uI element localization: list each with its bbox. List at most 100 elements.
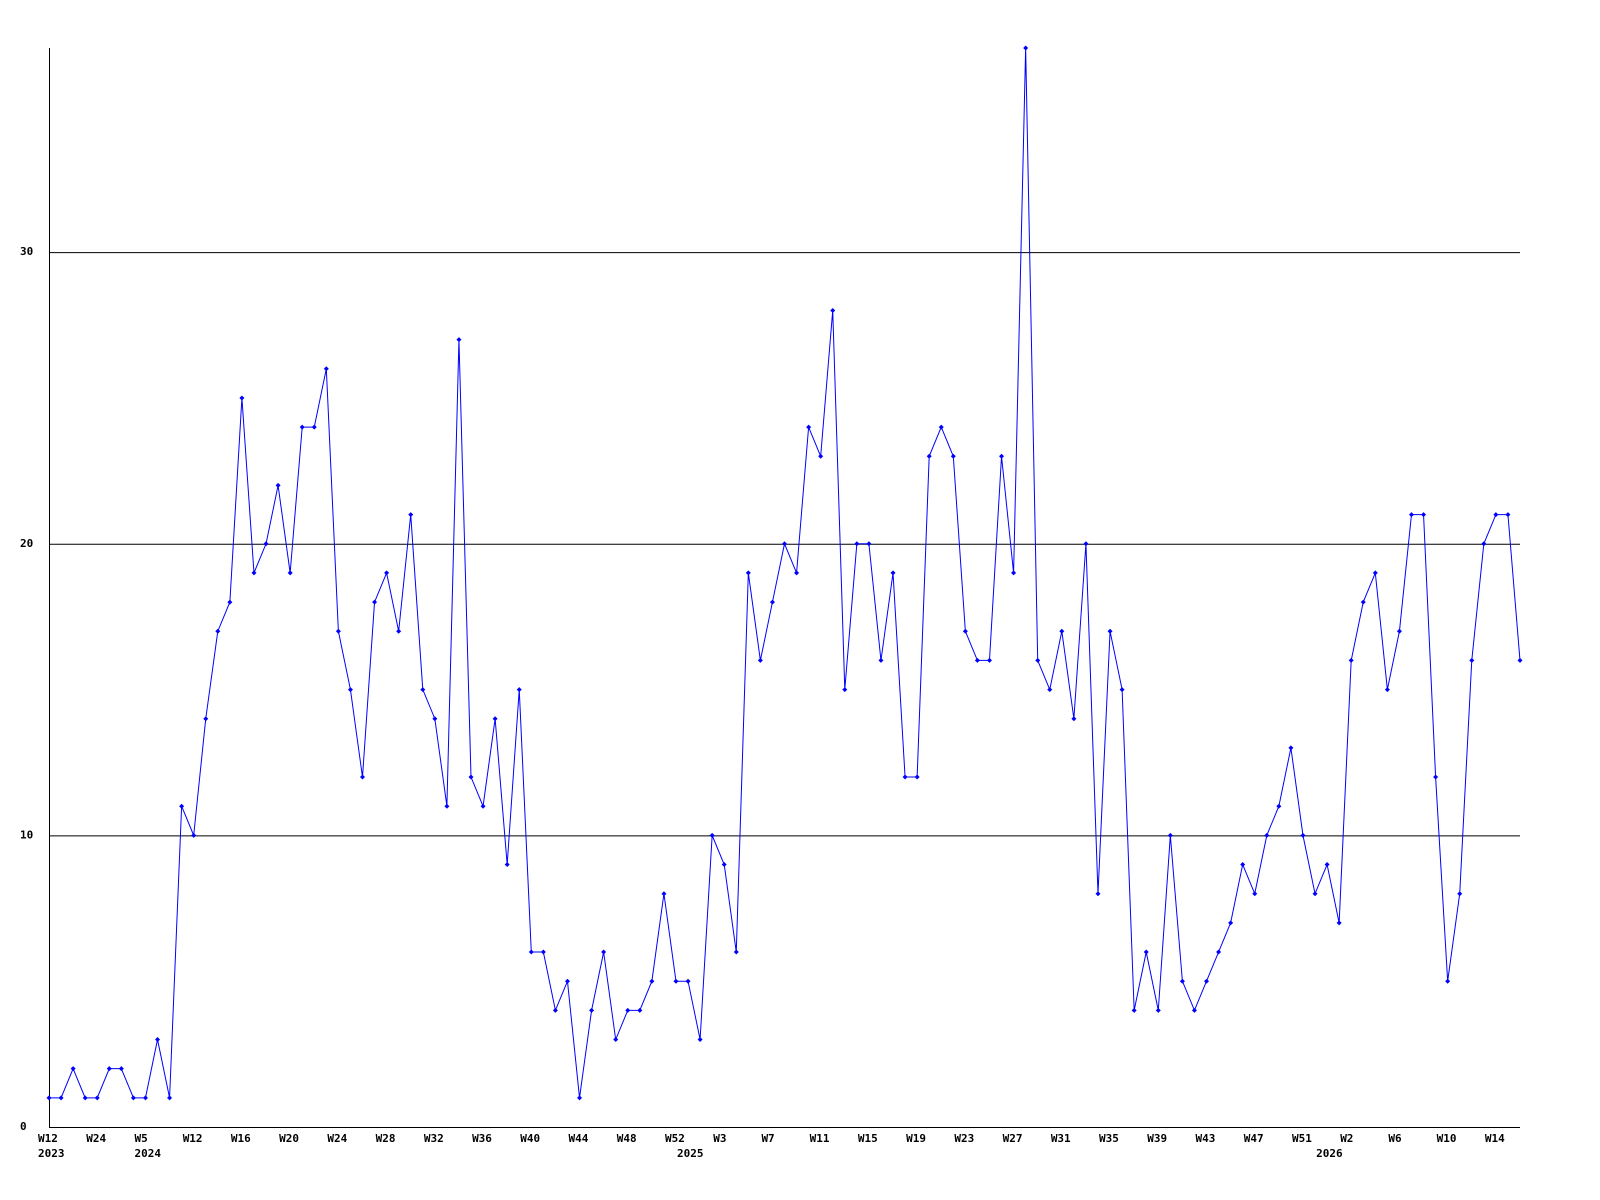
x-tick-label: W24: [86, 1132, 106, 1145]
x-tick-label: W6: [1388, 1132, 1402, 1145]
data-point: [974, 657, 980, 663]
data-point: [938, 424, 944, 430]
x-tick-label: W3: [713, 1132, 726, 1145]
x-tick-label: W31: [1051, 1132, 1071, 1145]
data-point: [625, 1007, 631, 1013]
data-point: [142, 1095, 148, 1101]
data-point: [396, 628, 402, 634]
data-point: [203, 716, 209, 722]
data-point: [1155, 1007, 1161, 1013]
data-point: [1481, 541, 1487, 547]
x-tick-label: W35: [1099, 1132, 1119, 1145]
data-point: [1228, 920, 1234, 926]
data-point: [1396, 628, 1402, 634]
data-point: [167, 1095, 173, 1101]
data-point: [854, 541, 860, 547]
data-point: [1023, 45, 1029, 51]
x-tick-label: W23: [954, 1132, 974, 1145]
data-point: [480, 803, 486, 809]
x-tick-label: W27: [1003, 1132, 1023, 1145]
year-label: 2023: [38, 1147, 65, 1160]
data-point: [1107, 628, 1113, 634]
data-point: [1047, 687, 1053, 693]
data-point: [275, 482, 281, 488]
data-point: [866, 541, 872, 547]
x-tick-label: W15: [858, 1132, 878, 1145]
data-point: [1143, 949, 1149, 955]
data-point: [577, 1095, 583, 1101]
data-point: [999, 453, 1005, 459]
year-label: 2024: [134, 1147, 161, 1160]
data-point: [1059, 628, 1065, 634]
data-point: [564, 978, 570, 984]
data-point: [830, 307, 836, 313]
x-tick-label: W14: [1485, 1132, 1505, 1145]
y-tick-label: 20: [20, 537, 33, 550]
data-point: [215, 628, 221, 634]
data-point: [155, 1037, 161, 1043]
data-point: [1204, 978, 1210, 984]
data-point: [82, 1095, 88, 1101]
data-point: [902, 774, 908, 780]
data-point: [58, 1095, 64, 1101]
data-point: [94, 1095, 100, 1101]
data-point: [528, 949, 534, 955]
data-point: [685, 978, 691, 984]
data-point: [782, 541, 787, 547]
data-point: [1071, 716, 1077, 722]
data-point: [842, 687, 848, 693]
x-tick-label: W52: [665, 1132, 685, 1145]
data-point: [384, 570, 390, 576]
data-point: [1312, 891, 1318, 897]
data-point: [878, 657, 884, 663]
data-point: [263, 541, 269, 547]
data-point: [926, 453, 932, 459]
data-point: [950, 453, 956, 459]
data-point: [492, 716, 498, 722]
data-point: [420, 687, 426, 693]
data-point: [1276, 803, 1282, 809]
data-point: [1252, 891, 1258, 897]
data-point: [649, 978, 655, 984]
data-point: [504, 862, 510, 868]
data-point: [323, 366, 329, 372]
data-point: [1421, 512, 1427, 518]
year-label: 2026: [1316, 1147, 1343, 1160]
data-point: [1167, 832, 1173, 838]
data-point: [516, 687, 522, 693]
data-point: [468, 774, 474, 780]
data-point: [1300, 832, 1306, 838]
data-point: [1384, 687, 1390, 693]
data-point: [106, 1066, 112, 1072]
data-point: [1433, 774, 1439, 780]
data-point: [311, 424, 317, 430]
y-tick-label: 10: [20, 828, 33, 841]
data-point: [1324, 862, 1330, 868]
x-tick-label: W44: [569, 1132, 589, 1145]
data-point: [1131, 1007, 1137, 1013]
x-tick-label: W39: [1147, 1132, 1167, 1145]
data-point: [745, 570, 751, 576]
data-point: [733, 949, 739, 955]
x-tick-label: W28: [376, 1132, 396, 1145]
data-point: [179, 803, 185, 809]
data-point: [432, 716, 438, 722]
y-tick-label: 30: [20, 245, 33, 258]
data-point: [1288, 745, 1294, 751]
data-point: [130, 1095, 136, 1101]
data-point: [890, 570, 896, 576]
data-point: [589, 1007, 595, 1013]
data-point: [1517, 657, 1523, 663]
data-point: [359, 774, 365, 780]
data-point: [914, 774, 920, 780]
x-tick-label: W36: [472, 1132, 492, 1145]
data-point: [191, 832, 197, 838]
data-point: [1264, 832, 1270, 838]
data-point: [444, 803, 450, 809]
data-point: [757, 657, 763, 663]
data-point: [1493, 512, 1499, 518]
data-point: [239, 395, 245, 401]
data-point: [818, 453, 824, 459]
x-tick-label: W11: [810, 1132, 830, 1145]
